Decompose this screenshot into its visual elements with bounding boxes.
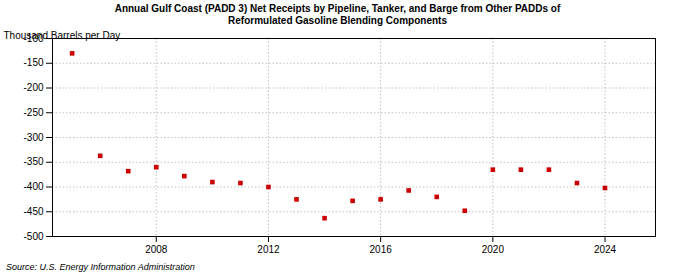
svg-text:-200: -200	[23, 82, 43, 93]
svg-text:2016: 2016	[370, 244, 393, 255]
svg-text:-300: -300	[23, 132, 43, 143]
svg-text:2020: 2020	[482, 244, 505, 255]
svg-text:2012: 2012	[257, 244, 280, 255]
svg-text:-350: -350	[23, 156, 43, 167]
svg-text:-500: -500	[23, 231, 43, 242]
svg-text:2024: 2024	[594, 244, 617, 255]
svg-text:-450: -450	[23, 206, 43, 217]
svg-text:-400: -400	[23, 181, 43, 192]
html-text:Annual Gulf Coast (PADD 3) Net: Annual Gulf Coast (PADD 3) Net Receipts …	[114, 3, 561, 26]
svg-text:2008: 2008	[145, 244, 168, 255]
svg-text:-150: -150	[23, 57, 43, 68]
svg-text:-250: -250	[23, 107, 43, 118]
html-text:Source: U.S. Energy Informatio: Source: U.S. Energy Information Administ…	[6, 262, 195, 272]
svg-text:Thousand Barrels per Day: Thousand Barrels per Day	[4, 30, 121, 41]
